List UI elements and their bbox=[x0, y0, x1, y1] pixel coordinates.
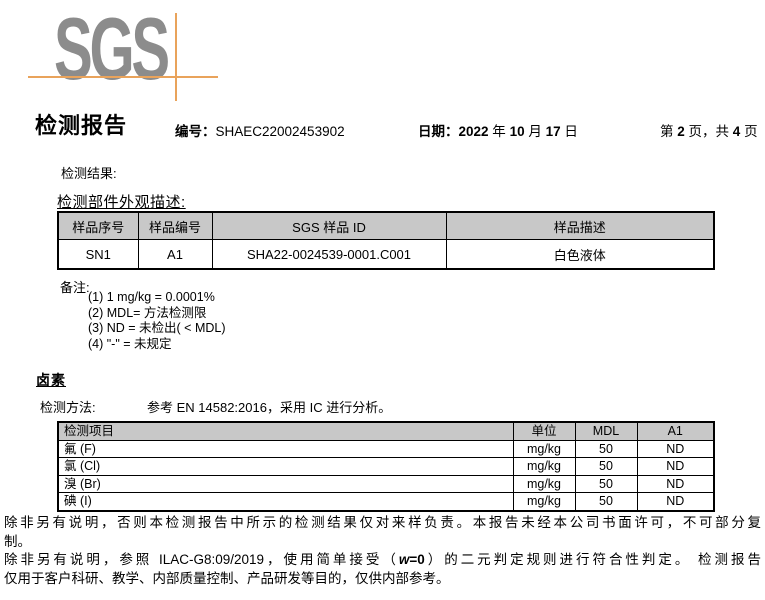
footer-line: 制。 bbox=[4, 533, 31, 549]
sgs-sample-id-cell: SHA22-0024539-0001.C001 bbox=[211, 239, 447, 270]
report-date-day: 17 bbox=[545, 124, 561, 139]
notes-list: (1) 1 mg/kg = 0.0001% (2) MDL= 方法检测限 (3)… bbox=[88, 290, 226, 352]
report-title: 检测报告 bbox=[35, 113, 128, 138]
sample-table-header-cell: SGS 样品 ID bbox=[211, 211, 447, 240]
report-date-year-unit: 年 bbox=[488, 124, 510, 139]
analyte-name-cell: 溴 (Br) bbox=[57, 474, 514, 493]
page-indicator-suffix: 页 bbox=[740, 124, 758, 139]
report-date-day-unit: 日 bbox=[560, 124, 578, 139]
result-cell: ND bbox=[636, 439, 715, 458]
report-date: 日期：2022 年 10 月 17 日 bbox=[418, 120, 578, 140]
analyte-name-cell: 碘 (I) bbox=[57, 492, 514, 511]
result-table-header-cell: MDL bbox=[574, 421, 638, 441]
result-table-header-cell: 检测项目 bbox=[57, 421, 514, 441]
report-footer: 除非另有说明，否则本检测报告中所示的检测结果仅对来样负责。本报告未经本公司书面许… bbox=[4, 514, 761, 588]
report-number-label: 编号： bbox=[175, 124, 216, 139]
page-total-number: 4 bbox=[732, 124, 741, 139]
result-table-row: 氯 (Cl) mg/kg 50 ND bbox=[57, 457, 715, 476]
notes-label: 备注: bbox=[60, 280, 90, 295]
test-method-value: 参考 EN 14582:2016，采用 IC 进行分析。 bbox=[147, 400, 392, 415]
note-item: (1) 1 mg/kg = 0.0001% bbox=[88, 290, 215, 304]
footer-line: 仅用于客户科研、教学、内部质量控制、产品研发等目的，仅供内部参考。 bbox=[4, 570, 450, 586]
sample-table: 样品序号 样品编号 SGS 样品 ID 样品描述 SN1 A1 SHA22-00… bbox=[57, 211, 715, 270]
sample-table-header-cell: 样品描述 bbox=[445, 211, 715, 240]
results-section-label: 检测结果: bbox=[61, 166, 117, 181]
mdl-cell: 50 bbox=[574, 474, 638, 493]
report-date-month-unit: 月 bbox=[524, 124, 546, 139]
note-item: (4) "-" = 未规定 bbox=[88, 336, 172, 351]
sgs-logo-text: SGS bbox=[54, 0, 170, 98]
mdl-cell: 50 bbox=[574, 457, 638, 476]
result-table-header-cell: A1 bbox=[636, 421, 715, 441]
sample-table-row: SN1 A1 SHA22-0024539-0001.C001 白色液体 bbox=[57, 239, 715, 270]
page-current-number: 2 bbox=[677, 124, 685, 139]
result-cell: ND bbox=[636, 492, 715, 511]
result-table-row: 碘 (I) mg/kg 50 ND bbox=[57, 492, 715, 511]
analyte-name-cell: 氟 (F) bbox=[57, 439, 514, 458]
unit-cell: mg/kg bbox=[512, 457, 576, 476]
sample-sn-cell: SN1 bbox=[57, 239, 139, 270]
mdl-cell: 50 bbox=[574, 439, 638, 458]
test-method-label: 检测方法: bbox=[40, 400, 96, 415]
note-item: (3) ND = 未检出( < MDL) bbox=[88, 321, 226, 335]
footer-line3-pre: 除非另有说明，参照 ILAC-G8:09/2019，使用简单接受（ bbox=[4, 552, 399, 568]
report-number-value: SHAEC22002453902 bbox=[215, 124, 345, 139]
unit-cell: mg/kg bbox=[512, 492, 576, 511]
unit-cell: mg/kg bbox=[512, 439, 576, 458]
result-table-row: 溴 (Br) mg/kg 50 ND bbox=[57, 474, 715, 493]
unit-cell: mg/kg bbox=[512, 474, 576, 493]
result-table-row: 氟 (F) mg/kg 50 ND bbox=[57, 439, 715, 458]
result-cell: ND bbox=[636, 457, 715, 476]
report-date-year: 2022 bbox=[458, 124, 489, 139]
sample-description-cell: 白色液体 bbox=[445, 239, 715, 270]
page-indicator-prefix: 第 bbox=[660, 124, 678, 139]
result-cell: ND bbox=[636, 474, 715, 493]
appearance-section-label: 检测部件外观描述: bbox=[57, 194, 186, 211]
footer-line3-eq: =0 bbox=[409, 552, 425, 568]
report-date-month: 10 bbox=[509, 124, 525, 139]
page-indicator: 第 2 页，共 4 页 bbox=[660, 120, 758, 140]
footer-line: 除非另有说明，参照 ILAC-G8:09/2019，使用简单接受（w=0）的二元… bbox=[4, 551, 761, 570]
result-table: 检测项目 单位 MDL A1 氟 (F) mg/kg 50 ND 氯 (Cl) … bbox=[57, 421, 715, 512]
report-date-label: 日期： bbox=[418, 124, 459, 139]
result-table-header-cell: 单位 bbox=[512, 421, 576, 441]
logo-crosshair-vertical-line bbox=[175, 13, 177, 101]
page-indicator-middle: 页，共 bbox=[684, 124, 733, 139]
note-item: (2) MDL= 方法检测限 bbox=[88, 305, 207, 320]
result-table-header-row: 检测项目 单位 MDL A1 bbox=[57, 421, 715, 441]
footer-line3-w-symbol: w bbox=[398, 552, 410, 568]
report-number: 编号：SHAEC22002453902 bbox=[175, 120, 345, 140]
footer-line3-post: ）的二元判定规则进行符合性判定。 检测报告 bbox=[424, 552, 761, 568]
analyte-name-cell: 氯 (Cl) bbox=[57, 457, 514, 476]
sample-table-header-cell: 样品序号 bbox=[57, 211, 139, 240]
sample-table-header-row: 样品序号 样品编号 SGS 样品 ID 样品描述 bbox=[57, 211, 715, 240]
footer-line: 除非另有说明，否则本检测报告中所示的检测结果仅对来样负责。本报告未经本公司书面许… bbox=[4, 515, 761, 530]
mdl-cell: 50 bbox=[574, 492, 638, 511]
sample-table-header-cell: 样品编号 bbox=[137, 211, 213, 240]
sample-id-cell: A1 bbox=[137, 239, 213, 270]
halogen-section-title: 卤素 bbox=[36, 372, 66, 388]
logo-crosshair-horizontal-line bbox=[28, 76, 218, 78]
